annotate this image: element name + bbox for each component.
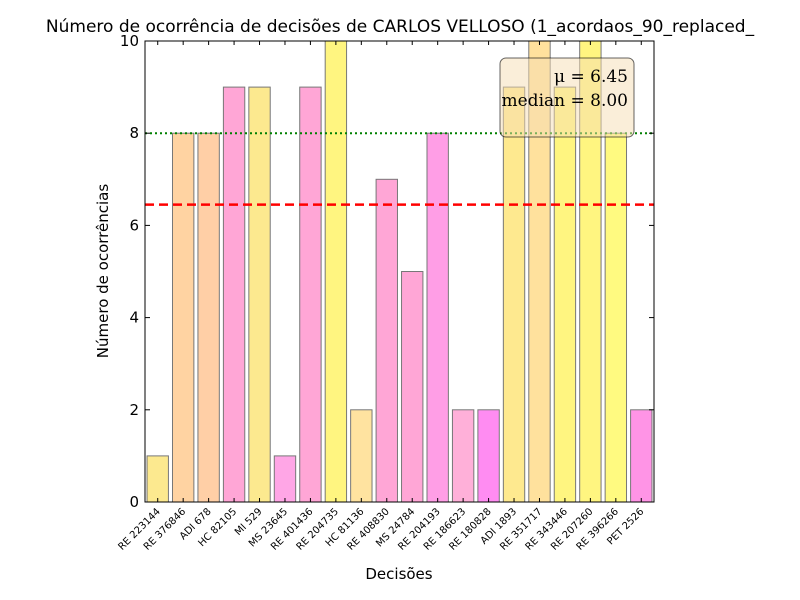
bar [248,86,271,503]
y-tick-label: 4 [129,309,139,327]
bar [350,409,373,503]
bar [604,132,628,503]
bar [426,132,449,503]
bars-group [146,40,653,503]
bar [299,86,322,503]
stats-box: μ = 6.45 median = 8.00 [499,57,635,138]
median-label: median = 8.00 [502,91,629,111]
bar [502,86,526,503]
y-tick-label: 0 [129,493,139,511]
bar [553,86,577,503]
y-tick-label: 10 [120,32,139,50]
stats-box-background [499,57,635,138]
y-tick-label: 2 [129,401,139,419]
bar [197,132,220,503]
y-axis-label: Número de ocorrências [94,184,112,359]
y-axis-ticks: 0 2 4 6 8 10 [120,32,654,511]
reference-lines [145,132,654,206]
bar [451,409,475,503]
bar [222,86,246,503]
bar [324,40,348,503]
mean-label: μ = 6.45 [554,67,628,87]
bar [401,271,424,503]
bar [477,409,500,503]
chart-title: Número de ocorrência de decisões de CARL… [46,17,755,37]
bar [273,455,297,503]
y-tick-label: 6 [129,216,139,234]
y-tick-label: 8 [129,124,139,142]
x-axis-label: Decisões [365,565,432,583]
bar [375,178,398,503]
bar [171,132,195,503]
plot-frame [144,40,655,503]
bar [146,455,169,503]
bar [630,409,653,503]
